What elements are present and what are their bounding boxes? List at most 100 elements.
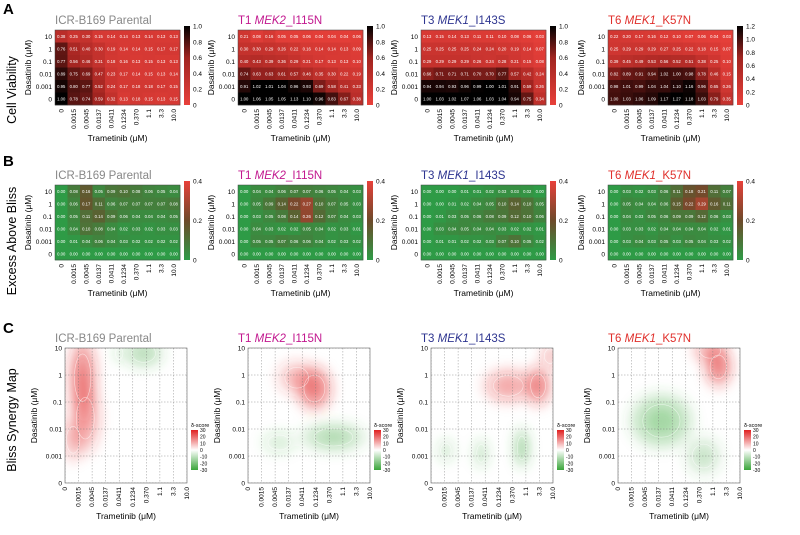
x-tick-label: 3.3	[711, 109, 718, 118]
cell-value-label: 0.02	[145, 239, 154, 244]
x-tick-label: 0	[611, 264, 618, 268]
heatmap-cell	[508, 247, 522, 261]
cell-value-label: 0.00	[303, 251, 312, 256]
x-tick-label: 0.0137	[462, 109, 469, 129]
cell-value-label: 0.19	[511, 46, 520, 51]
cell-value-label: 0.13	[157, 71, 166, 76]
cell-value-label: 0.00	[57, 239, 66, 244]
heatmap-cell	[608, 235, 621, 248]
heatmap-cell	[645, 235, 659, 248]
cell-value-label: 0.22	[685, 201, 694, 206]
legend-tick-label: -10	[566, 455, 573, 461]
cell-value-label: 0.05	[70, 214, 79, 219]
heatmap-cell	[471, 92, 484, 106]
cell-value-label: 0.00	[423, 226, 432, 231]
x-tick-label: 0.0137	[279, 264, 286, 284]
cell-value-label: 0.14	[120, 46, 129, 51]
panel-title-suffix: _I143S	[468, 333, 506, 345]
y-tick-label: 0	[241, 481, 245, 488]
cell-value-label: 0.59	[523, 84, 532, 89]
heatmap-cell	[496, 67, 509, 81]
x-tick-label: 3.3	[158, 109, 165, 118]
cell-value-label: 0.00	[290, 251, 299, 256]
cell-value-label: 0.06	[70, 201, 79, 206]
y-tick-label: 0.01	[405, 226, 418, 233]
y-tick-label: 0.001	[599, 454, 616, 461]
cell-value-label: 0.18	[107, 59, 116, 64]
heatmap-cell	[238, 30, 251, 43]
y-tick-label: 0.01	[232, 427, 245, 434]
cell-value-label: 0.07	[328, 214, 337, 219]
heatmap-cell	[67, 247, 81, 261]
cell-value-label: 0.04	[170, 189, 179, 194]
heatmap-cell	[521, 235, 534, 248]
heatmap-cell	[496, 55, 509, 68]
panel-title-suffix: _K57N	[655, 15, 691, 27]
cell-value-label: 0.08	[170, 201, 179, 206]
cell-value-label: 0.12	[698, 214, 707, 219]
cell-value-label: 0.07	[723, 189, 732, 194]
cell-value-label: 0.02	[710, 226, 719, 231]
cell-value-label: 0.07	[685, 34, 694, 39]
colorbar-tick-label: 0	[746, 258, 750, 265]
heatmap-cell	[238, 55, 251, 68]
x-tick-label: 3.3	[158, 264, 165, 273]
heatmap-cell	[80, 30, 93, 43]
heatmap-cell	[92, 92, 106, 106]
heatmap-cell	[458, 210, 472, 223]
cell-value-label: 0.71	[461, 71, 470, 76]
y-tick-label: 10	[411, 34, 419, 41]
y-tick-label: 10	[228, 34, 236, 41]
heatmap-cell	[167, 197, 181, 211]
cell-value-label: 0.05	[461, 214, 470, 219]
heatmap-cell	[313, 30, 326, 43]
colorbar-tick-label: 1.2	[746, 24, 755, 31]
colorbar-tick-label: 1.0	[193, 24, 202, 31]
cell-value-label: 0.11	[95, 201, 104, 206]
cell-value-label: 0.06	[303, 239, 312, 244]
legend-tick-label: -10	[753, 455, 760, 461]
x-tick-label: 10.0	[171, 109, 178, 122]
cell-value-label: 0.13	[132, 59, 141, 64]
y-tick-label: 0.1	[419, 400, 428, 407]
heatmap-cell	[508, 42, 522, 56]
heatmap-cell	[521, 55, 534, 68]
heatmap-cell	[92, 210, 106, 223]
cell-value-label: 0.01	[436, 239, 445, 244]
cell-value-label: 0.04	[473, 201, 482, 206]
y-tick-label: 0.001	[36, 84, 53, 91]
heatmap-cell	[708, 247, 721, 261]
heatmap-cell	[238, 80, 251, 93]
cell-value-label: 0.03	[157, 226, 166, 231]
x-tick-label: 0.0411	[661, 109, 668, 129]
colorbar-tick-label: 0.2	[193, 87, 202, 94]
cell-value-label: 0.75	[523, 96, 532, 101]
heatmap-cell	[67, 185, 81, 198]
heatmap-cell	[250, 92, 264, 106]
heatmap-cell	[446, 92, 459, 106]
heatmap-cell	[483, 210, 497, 223]
cell-value-label: 0.02	[290, 226, 299, 231]
cell-value-label: 0.24	[486, 59, 495, 64]
heatmap-cell	[633, 222, 646, 236]
cell-value-label: 0.14	[278, 201, 287, 206]
cell-value-label: 0.94	[511, 96, 520, 101]
cell-value-label: 0.03	[353, 201, 362, 206]
heatmap-cell	[508, 185, 522, 198]
heatmap-cell	[105, 92, 118, 106]
cell-value-label: 0.40	[82, 46, 91, 51]
heatmap-cell	[720, 80, 734, 93]
heatmap-cell	[117, 197, 131, 211]
heatmap-cell	[300, 235, 314, 248]
cell-value-label: 0.00	[423, 189, 432, 194]
y-tick-label: 0	[414, 96, 418, 103]
cell-value-label: 0.17	[315, 59, 324, 64]
cell-value-label: 1.05	[265, 96, 274, 101]
synergy-blob	[714, 361, 723, 373]
heatmap-cell	[458, 222, 472, 236]
heatmap-cell	[433, 247, 447, 261]
heatmap-cell	[80, 42, 93, 56]
heatmap-cell	[708, 92, 721, 106]
heatmap-cell	[350, 222, 364, 236]
